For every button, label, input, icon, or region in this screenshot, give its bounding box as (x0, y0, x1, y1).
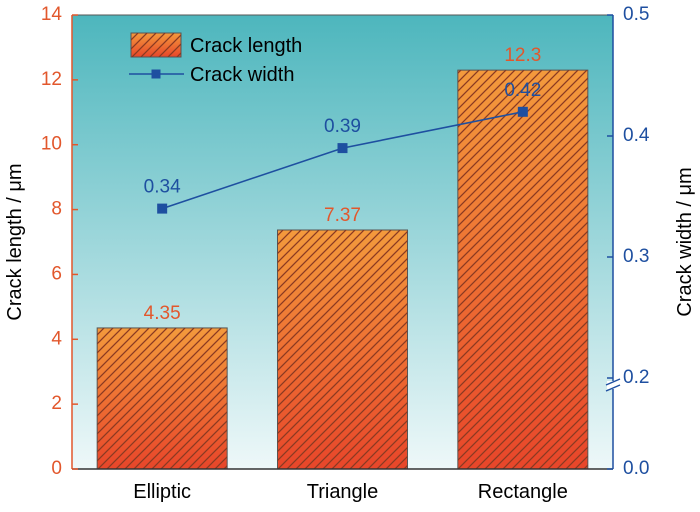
crack-width-value-label-rectangle: 0.42 (504, 80, 541, 101)
crack-width-point-rectangle (517, 106, 528, 117)
legend-label-crack-width: Crack width (190, 64, 294, 86)
left-tick-label-12: 12 (41, 69, 62, 90)
crack-width-point-elliptic (157, 203, 168, 214)
right-tick-label-0-3: 0.3 (623, 246, 649, 267)
left-tick-label-8: 8 (51, 199, 62, 220)
left-tick-label-4: 4 (51, 328, 62, 349)
left-tick-label-2: 2 (51, 393, 62, 414)
crack-width-value-label-elliptic: 0.34 (144, 177, 181, 198)
crack-width-point-triangle (337, 143, 348, 154)
bar-value-label-triangle: 7.37 (324, 205, 361, 226)
left-tick-label-6: 6 (51, 263, 62, 284)
x-tick-label-triangle: Triangle (307, 481, 379, 503)
legend-line-marker (151, 69, 161, 79)
bar-hatch-elliptic (97, 327, 228, 469)
legend: Crack length Crack width (129, 32, 302, 86)
legend-bar-swatch-hatch (131, 33, 181, 57)
crack-width-value-label-triangle: 0.39 (324, 116, 361, 137)
right-tick-label-0-2: 0.2 (623, 367, 649, 388)
right-tick-label-0-0: 0.0 (623, 458, 649, 479)
left-tick-label-14: 14 (41, 4, 63, 25)
right-tick-label-0-5: 0.5 (623, 4, 649, 25)
legend-label-crack-length: Crack length (190, 35, 302, 57)
axis-break-mark-upper (605, 378, 621, 386)
axis-break-mark-lower (605, 384, 621, 392)
axis-break-gap (607, 381, 619, 389)
x-tick-label-elliptic: Elliptic (133, 481, 191, 503)
bar-hatch-rectangle (457, 70, 588, 469)
right-tick-label-0-4: 0.4 (623, 125, 650, 146)
x-tick-label-rectangle: Rectangle (478, 481, 568, 503)
bar-value-label-elliptic: 4.35 (144, 303, 181, 324)
bar-hatch-triangle (277, 230, 408, 469)
y2-axis-title: Crack width / μm (674, 167, 696, 316)
y-axis-title: Crack length / μm (4, 163, 26, 320)
left-tick-label-0: 0 (51, 458, 62, 479)
bar-value-label-rectangle: 12.3 (504, 45, 541, 66)
left-tick-label-10: 10 (41, 134, 62, 155)
